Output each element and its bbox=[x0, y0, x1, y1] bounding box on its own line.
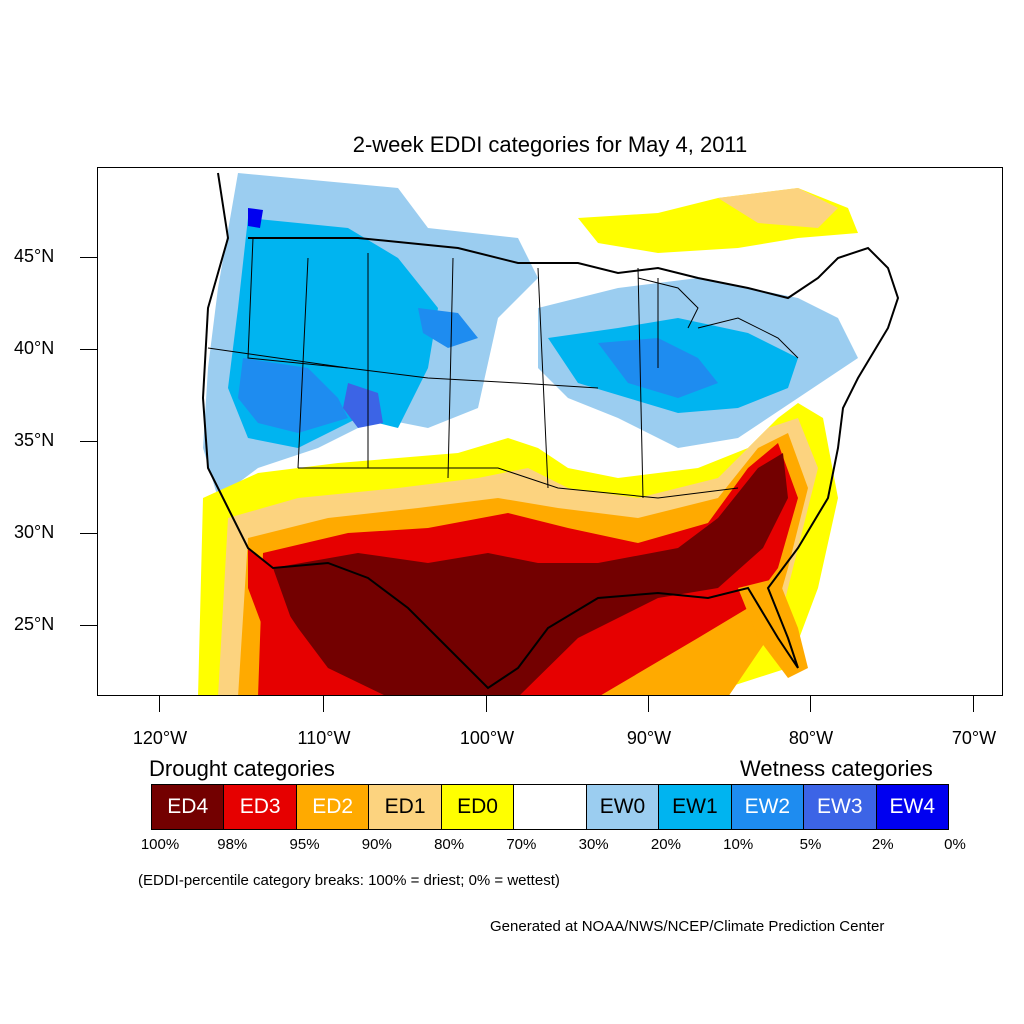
lat-label-40: 40°N bbox=[14, 338, 55, 358]
legend-box-ed2: ED2 bbox=[296, 785, 370, 829]
lat-tick-40 bbox=[80, 349, 97, 350]
percent-break-label: 10% bbox=[723, 836, 754, 853]
legend-box-normal bbox=[514, 785, 587, 829]
wetness-categories-heading: Wetness categories bbox=[740, 756, 933, 781]
lon-tick-110 bbox=[323, 696, 324, 712]
legend-box-ew1: EW1 bbox=[659, 785, 732, 829]
legend-box-ew2: EW2 bbox=[731, 785, 805, 829]
percent-break-label: 80% bbox=[434, 836, 465, 853]
legend-box-ew3: EW3 bbox=[804, 785, 877, 829]
ed3-baja bbox=[248, 548, 298, 658]
category-breaks-footnote: (EDDI-percentile category breaks: 100% =… bbox=[138, 872, 560, 889]
lat-tick-45 bbox=[80, 257, 97, 258]
lon-label-110: 110°W bbox=[297, 728, 351, 748]
lon-label-90: 90°W bbox=[626, 728, 672, 748]
lat-tick-30 bbox=[80, 533, 97, 534]
legend-box-ed3: ED3 bbox=[224, 785, 297, 829]
lon-label-80: 80°W bbox=[788, 728, 834, 748]
lon-tick-80 bbox=[810, 696, 811, 712]
lon-label-70: 70°W bbox=[951, 728, 997, 748]
lon-tick-120 bbox=[159, 696, 160, 712]
ew2-utah bbox=[343, 383, 383, 428]
percent-break-label: 100% bbox=[140, 836, 180, 853]
category-legend: ED4 ED3 ED2 ED1 ED0 EW0 EW1 EW2 EW3 EW4 bbox=[151, 784, 949, 830]
percent-break-label: 90% bbox=[361, 836, 392, 853]
drought-categories-heading: Drought categories bbox=[149, 756, 335, 781]
credit-line: Generated at NOAA/NWS/NCEP/Climate Predi… bbox=[490, 918, 885, 935]
ew2-west bbox=[238, 358, 348, 433]
percent-break-label: 95% bbox=[289, 836, 320, 853]
map-title: 2-week EDDI categories for May 4, 2011 bbox=[352, 132, 748, 157]
lon-label-100: 100°W bbox=[459, 728, 515, 748]
us-outline bbox=[201, 172, 900, 690]
percent-break-label: 0% bbox=[944, 836, 966, 853]
drought-areas bbox=[198, 188, 858, 695]
lat-label-30: 30°N bbox=[14, 522, 55, 542]
state-lines-2 bbox=[297, 253, 644, 499]
percent-break-label: 98% bbox=[217, 836, 248, 853]
ed1-ontario bbox=[718, 188, 838, 228]
ed4-southern-band bbox=[273, 453, 788, 695]
lon-label-120: 120°W bbox=[132, 728, 188, 748]
lat-tick-25 bbox=[80, 625, 97, 626]
lon-tick-100 bbox=[486, 696, 487, 712]
legend-box-ed0: ED0 bbox=[441, 785, 515, 829]
lat-label-45: 45°N bbox=[14, 246, 55, 266]
lat-tick-35 bbox=[80, 441, 97, 442]
lon-tick-90 bbox=[648, 696, 649, 712]
legend-box-ed4: ED4 bbox=[152, 785, 225, 829]
wetness-areas bbox=[203, 173, 858, 498]
map-canvas bbox=[198, 172, 900, 695]
state-lines-1 bbox=[247, 237, 599, 389]
legend-box-ed1: ED1 bbox=[369, 785, 442, 829]
ew4-washington bbox=[248, 208, 263, 228]
great-lakes bbox=[637, 277, 799, 368]
percent-break-label: 5% bbox=[799, 836, 822, 853]
eddi-map bbox=[97, 167, 1003, 696]
lon-tick-70 bbox=[973, 696, 974, 712]
legend-box-ew0: EW0 bbox=[586, 785, 660, 829]
boundaries bbox=[201, 172, 900, 690]
state-lines-3 bbox=[207, 347, 739, 499]
legend-box-ew4: EW4 bbox=[876, 785, 948, 829]
ew2-plains bbox=[418, 308, 478, 348]
percent-break-label: 20% bbox=[650, 836, 681, 853]
lat-label-35: 35°N bbox=[14, 430, 55, 450]
percent-break-label: 2% bbox=[871, 836, 894, 853]
lat-label-25: 25°N bbox=[14, 614, 55, 634]
percent-break-label: 70% bbox=[506, 836, 537, 853]
percent-break-label: 30% bbox=[578, 836, 609, 853]
